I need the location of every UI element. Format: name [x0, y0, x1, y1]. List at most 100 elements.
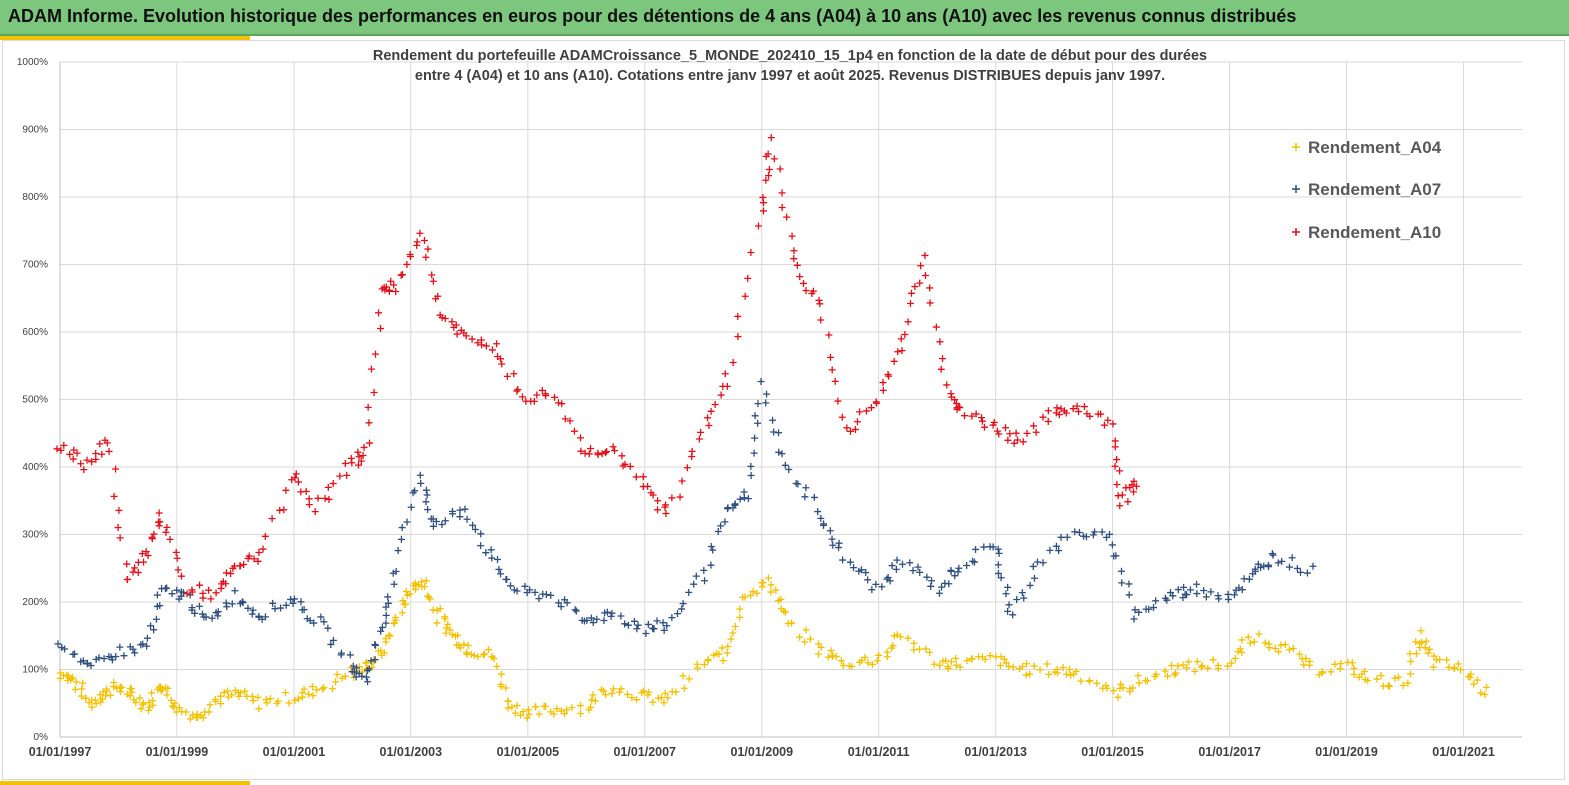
- data-point: [1215, 595, 1223, 603]
- data-point: [300, 606, 308, 614]
- y-tick-label: 500%: [22, 395, 48, 406]
- page-title: ADAM Informe. Evolution historique des p…: [8, 6, 1297, 26]
- data-point: [1098, 528, 1106, 536]
- data-point: [591, 697, 599, 705]
- data-point: [191, 609, 199, 617]
- data-point: [1043, 660, 1051, 668]
- data-point: [633, 625, 641, 633]
- data-point: [624, 621, 632, 629]
- data-point: [1026, 581, 1034, 589]
- data-point: [608, 609, 616, 617]
- data-point: [1186, 586, 1194, 594]
- data-point: [1238, 649, 1246, 657]
- data-point: [1111, 462, 1119, 470]
- data-point: [294, 478, 302, 486]
- data-point: [422, 577, 430, 585]
- data-point: [329, 480, 337, 488]
- data-point: [137, 705, 145, 713]
- data-point: [1193, 590, 1201, 598]
- data-point: [124, 575, 132, 583]
- x-tick-label: 01/01/2009: [730, 745, 793, 759]
- data-point: [1450, 664, 1458, 672]
- data-point: [110, 679, 118, 687]
- data-point: [1108, 541, 1116, 549]
- data-point: [817, 643, 825, 651]
- legend-marker: [1292, 185, 1300, 193]
- data-point: [488, 554, 496, 562]
- data-point: [663, 622, 671, 630]
- data-point: [1297, 568, 1304, 576]
- data-point: [1046, 546, 1054, 554]
- data-point: [952, 661, 960, 669]
- data-point: [744, 495, 752, 503]
- data-point: [1172, 669, 1180, 677]
- x-tick-label: 01/01/2021: [1432, 745, 1495, 759]
- data-point: [144, 552, 152, 560]
- data-point: [593, 615, 601, 623]
- data-point: [163, 584, 171, 592]
- data-point: [357, 457, 365, 465]
- data-point: [780, 607, 788, 615]
- chart-title-line-2: entre 4 (A04) et 10 ans (A10). Cotations…: [414, 68, 1166, 84]
- data-point: [810, 493, 818, 501]
- data-point: [757, 378, 765, 386]
- data-point: [433, 619, 441, 627]
- data-point: [92, 450, 100, 458]
- data-point: [422, 253, 430, 261]
- data-point: [1436, 655, 1444, 663]
- data-point: [1045, 670, 1053, 678]
- data-point: [1069, 405, 1077, 413]
- data-point: [674, 610, 682, 618]
- data-point: [1129, 684, 1137, 692]
- data-point: [1481, 690, 1489, 698]
- data-point: [519, 708, 527, 716]
- data-point: [649, 698, 657, 706]
- legend-label: Rendement_A04: [1308, 138, 1442, 157]
- data-point: [1391, 674, 1399, 682]
- data-point: [217, 692, 225, 700]
- data-point: [685, 588, 693, 596]
- data-point: [1066, 665, 1074, 673]
- data-point: [103, 687, 111, 695]
- data-point: [776, 165, 784, 173]
- data-point: [944, 665, 952, 673]
- data-point: [306, 617, 314, 625]
- data-point: [1337, 660, 1345, 668]
- data-point: [676, 493, 684, 501]
- data-point: [898, 347, 906, 355]
- data-point: [763, 390, 771, 398]
- data-point: [282, 486, 290, 494]
- data-point: [668, 614, 676, 622]
- data-point: [747, 462, 755, 470]
- data-point: [736, 605, 744, 613]
- data-point: [112, 652, 120, 660]
- data-point: [1164, 672, 1172, 680]
- data-point: [1163, 596, 1171, 604]
- data-point: [177, 572, 185, 580]
- data-point: [448, 507, 456, 515]
- data-point: [729, 629, 737, 637]
- data-point: [1193, 580, 1201, 588]
- data-point: [432, 518, 440, 526]
- data-point: [1086, 412, 1094, 420]
- data-point: [131, 649, 139, 657]
- data-point: [155, 683, 163, 691]
- data-point: [1289, 644, 1297, 652]
- data-point: [385, 631, 393, 639]
- data-point: [1114, 693, 1122, 701]
- data-point: [1104, 416, 1112, 424]
- data-point: [952, 654, 960, 662]
- data-point: [174, 566, 182, 574]
- data-point: [1111, 437, 1119, 445]
- data-point: [150, 626, 158, 634]
- data-point: [1002, 424, 1010, 432]
- data-point: [137, 641, 145, 649]
- data-point: [1071, 528, 1079, 536]
- data-point: [88, 458, 96, 466]
- data-point: [626, 462, 634, 470]
- data-point: [764, 574, 772, 582]
- grid-lines: [59, 61, 1522, 738]
- data-point: [566, 417, 574, 425]
- x-axis-ticks: 01/01/1997 01/01/1999 01/01/2001 01/01/2003…: [29, 745, 1495, 759]
- data-point: [719, 657, 727, 665]
